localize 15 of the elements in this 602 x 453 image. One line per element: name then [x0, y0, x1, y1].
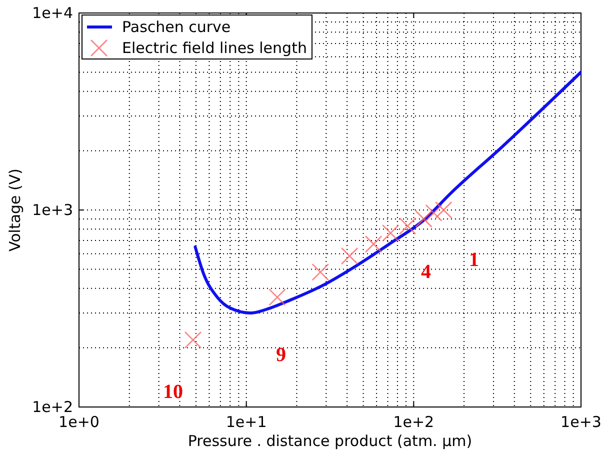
y-tick-label: 1e+3: [32, 201, 73, 219]
y-tick-label: 1e+2: [32, 398, 73, 416]
annotation: 4: [421, 261, 431, 283]
x-tick-label: 1e+2: [393, 413, 434, 431]
y-axis-title: Voltage (V): [6, 168, 24, 252]
annotation: 1: [469, 249, 479, 271]
x-axis-title: Pressure . distance product (atm. µm): [188, 432, 472, 450]
legend-label: Paschen curve: [122, 18, 231, 36]
legend-label: Electric field lines length: [122, 39, 307, 57]
annotation: 10: [163, 381, 183, 403]
annotation: 9: [276, 344, 286, 366]
y-tick-label: 1e+4: [32, 4, 73, 22]
x-tick-label: 1e+0: [58, 413, 100, 431]
x-tick-label: 1e+1: [226, 413, 267, 431]
x-tick-label: 1e+3: [560, 413, 602, 431]
